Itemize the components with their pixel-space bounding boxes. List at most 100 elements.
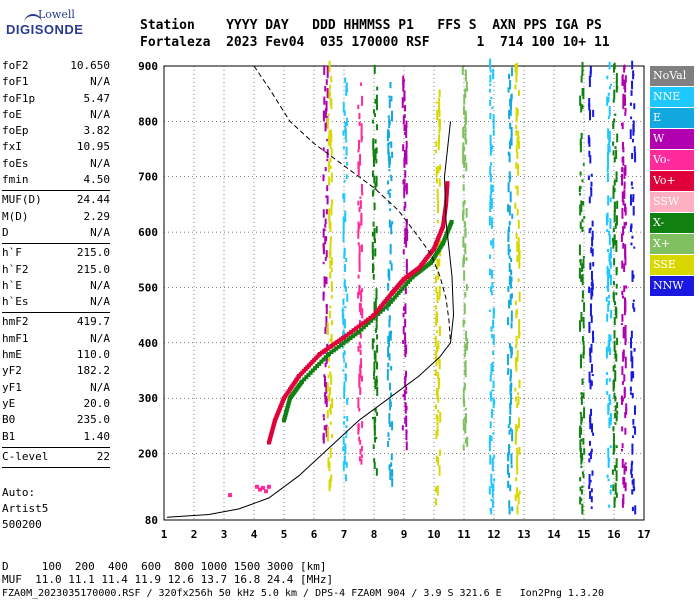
echo-mark bbox=[327, 161, 330, 173]
echo-mark bbox=[607, 96, 610, 103]
echo-mark bbox=[463, 382, 466, 391]
echo-mark bbox=[517, 237, 520, 246]
echo-mark bbox=[435, 101, 438, 104]
echo-mark bbox=[374, 407, 377, 413]
echo-mark bbox=[325, 304, 328, 308]
echo-mark bbox=[507, 368, 510, 372]
echo-mark bbox=[606, 249, 609, 253]
echo-mark bbox=[608, 334, 611, 346]
echo-mark bbox=[434, 350, 437, 360]
echo-mark bbox=[342, 446, 345, 452]
echo-mark bbox=[373, 371, 376, 377]
echo-mark bbox=[406, 229, 409, 241]
echo-mark bbox=[620, 448, 623, 452]
echo-mark bbox=[373, 361, 376, 373]
echo-mark bbox=[592, 109, 595, 117]
echo-mark bbox=[325, 382, 328, 394]
echo-mark bbox=[589, 355, 592, 363]
echo-mark bbox=[582, 316, 585, 326]
echo-mark bbox=[623, 167, 626, 179]
echo-mark bbox=[615, 240, 618, 253]
echo-mark bbox=[490, 498, 493, 502]
echo-mark bbox=[631, 356, 634, 369]
echo-mark bbox=[405, 391, 408, 394]
x-trace-mark bbox=[394, 293, 399, 298]
echo-mark bbox=[613, 89, 616, 100]
echo-mark bbox=[389, 401, 392, 408]
echo-mark bbox=[588, 452, 591, 456]
echo-mark bbox=[438, 178, 441, 187]
echo-mark bbox=[493, 478, 496, 482]
echo-mark bbox=[509, 346, 512, 352]
echo-mark bbox=[405, 140, 408, 148]
echo-mark bbox=[633, 486, 636, 492]
echo-mark bbox=[343, 416, 346, 419]
echo-mark bbox=[591, 283, 594, 290]
echo-mark bbox=[517, 278, 520, 282]
echo-mark bbox=[331, 320, 334, 326]
echo-mark bbox=[492, 238, 495, 249]
echo-mark bbox=[580, 200, 583, 213]
param-name: B0 bbox=[2, 413, 16, 427]
echo-mark bbox=[506, 354, 509, 365]
echo-mark bbox=[345, 162, 348, 166]
echo-mark bbox=[510, 258, 513, 262]
auto-code: 500200 bbox=[2, 518, 42, 531]
echo-mark bbox=[616, 337, 619, 346]
echo-mark bbox=[462, 387, 465, 394]
echo-mark bbox=[608, 457, 611, 462]
echo-mark bbox=[358, 206, 361, 213]
echo-mark bbox=[490, 269, 493, 279]
legend-item: Vo- bbox=[650, 150, 694, 170]
echo-mark bbox=[624, 482, 627, 492]
y-tick-label: 900 bbox=[138, 60, 158, 73]
echo-mark bbox=[632, 425, 635, 429]
echo-mark bbox=[621, 166, 624, 173]
echo-mark bbox=[630, 116, 633, 120]
ionogram-plot: 1 2 3 4 5 6 7 8 9 10 11 12 13 14 15 16 17802003004005006… bbox=[138, 58, 651, 541]
echo-mark bbox=[358, 245, 361, 256]
echo-mark bbox=[376, 104, 379, 111]
echo-mark bbox=[376, 344, 379, 353]
echo-mark bbox=[374, 148, 377, 161]
echo-mark bbox=[591, 423, 594, 433]
echo-mark bbox=[388, 219, 391, 228]
echo-mark bbox=[388, 142, 391, 145]
echo-mark bbox=[325, 303, 328, 315]
echo-mark bbox=[589, 262, 592, 270]
echo-mark bbox=[623, 181, 626, 189]
echo-mark bbox=[509, 104, 512, 116]
echo-mark bbox=[390, 141, 393, 148]
echo-mark bbox=[623, 189, 626, 199]
echo-mark bbox=[438, 357, 441, 363]
param-name: foEs bbox=[2, 156, 29, 170]
echo-mark bbox=[515, 145, 518, 153]
param-name: D bbox=[2, 225, 9, 239]
legend-item: NoVal bbox=[650, 66, 694, 86]
echo-mark bbox=[490, 198, 493, 209]
echo-mark bbox=[613, 317, 616, 326]
echo-mark bbox=[322, 291, 325, 298]
echo-mark bbox=[463, 303, 466, 315]
x-tick-label: 8 bbox=[371, 528, 378, 541]
echo-mark bbox=[633, 307, 636, 312]
echo-mark bbox=[621, 173, 624, 186]
echo-mark bbox=[491, 486, 494, 498]
echo-mark bbox=[491, 106, 494, 110]
autoscaling-info: Auto: Artist5 500200 bbox=[2, 485, 48, 533]
o-trace-mark bbox=[366, 317, 370, 322]
echo-mark bbox=[435, 430, 438, 440]
echo-mark bbox=[621, 74, 624, 80]
echo-mark bbox=[403, 186, 406, 198]
echo-mark bbox=[462, 142, 465, 148]
echo-mark bbox=[516, 487, 519, 492]
echo-mark bbox=[508, 415, 511, 425]
echo-mark bbox=[607, 128, 610, 140]
echo-mark bbox=[621, 260, 624, 269]
echo-mark bbox=[489, 391, 492, 395]
echo-mark bbox=[372, 444, 375, 450]
echo-mark bbox=[515, 130, 518, 136]
echo-mark bbox=[632, 206, 635, 216]
echo-mark bbox=[405, 258, 408, 268]
x-trace-mark bbox=[336, 344, 341, 349]
